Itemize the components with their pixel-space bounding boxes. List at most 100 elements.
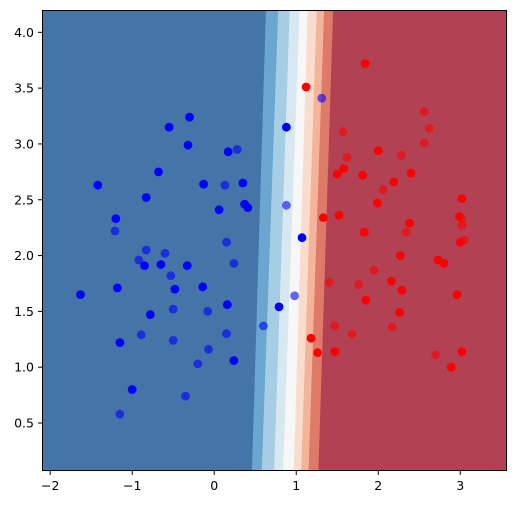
contour-band — [318, 10, 507, 471]
data-point — [238, 178, 248, 188]
data-point — [110, 226, 120, 236]
data-point — [361, 295, 371, 305]
y-tick-label: 1.0 — [14, 360, 34, 375]
data-point — [332, 169, 342, 179]
decision-boundary-background — [42, 10, 507, 471]
data-point — [317, 93, 327, 103]
data-point — [181, 391, 190, 401]
x-tick-label: −1 — [123, 478, 141, 493]
data-point — [460, 235, 469, 245]
data-points — [76, 59, 469, 419]
data-point — [457, 347, 467, 356]
y-tick-label: 1.5 — [14, 304, 34, 319]
data-point — [405, 218, 414, 228]
data-point — [452, 290, 462, 299]
data-point — [115, 409, 125, 419]
data-point — [204, 344, 213, 354]
x-tick-label: 3 — [456, 478, 464, 493]
data-point — [198, 282, 208, 292]
data-point — [387, 276, 396, 286]
data-point — [282, 122, 291, 132]
data-point — [166, 271, 176, 281]
data-point — [154, 167, 163, 177]
data-point — [113, 283, 122, 293]
x-tick-label: −2 — [41, 478, 59, 493]
data-point — [419, 107, 429, 116]
data-point — [369, 265, 379, 275]
data-point — [170, 284, 180, 294]
data-point — [324, 278, 334, 287]
data-point — [156, 260, 166, 269]
data-point — [111, 214, 121, 224]
data-point — [297, 233, 307, 243]
y-axis: 0.5 1.0 1.5 2.0 2.5 3.0 3.5 4.0 — [14, 25, 42, 431]
data-point — [214, 205, 224, 215]
data-point — [373, 146, 383, 156]
data-point — [183, 140, 193, 150]
data-point — [330, 321, 340, 331]
data-point — [347, 329, 357, 339]
data-point — [354, 280, 363, 289]
data-point — [127, 385, 137, 394]
data-point — [160, 248, 170, 258]
data-point — [439, 259, 449, 268]
data-point — [76, 290, 85, 299]
data-point — [397, 285, 407, 295]
data-point — [259, 321, 268, 331]
data-point — [401, 227, 411, 237]
data-point — [457, 214, 467, 224]
data-point — [339, 164, 349, 173]
data-point — [220, 180, 230, 190]
data-point — [378, 185, 388, 195]
data-point — [301, 82, 311, 92]
data-point — [134, 255, 144, 265]
data-point — [457, 194, 467, 204]
data-point — [141, 245, 151, 255]
data-point — [358, 170, 368, 180]
x-axis: −2 −1 0 1 2 3 — [41, 471, 464, 493]
x-tick-label: 2 — [374, 478, 382, 493]
data-point — [446, 362, 456, 372]
data-point — [373, 198, 382, 208]
data-point — [140, 261, 149, 270]
data-point — [222, 237, 231, 247]
plot-frame — [42, 10, 507, 471]
data-point — [424, 123, 434, 133]
data-point — [342, 152, 352, 162]
data-point — [431, 350, 441, 360]
data-point — [229, 356, 239, 365]
data-point — [387, 322, 397, 332]
data-point — [338, 127, 348, 137]
data-point — [232, 145, 242, 154]
data-point — [389, 177, 399, 187]
data-point — [282, 200, 291, 210]
data-point — [419, 138, 429, 148]
data-point — [168, 336, 178, 345]
x-tick-label: 1 — [292, 478, 300, 493]
y-tick-label: 4.0 — [14, 25, 34, 40]
data-point — [145, 310, 155, 320]
data-point — [93, 180, 103, 190]
data-point — [313, 348, 322, 358]
data-point — [193, 359, 203, 369]
data-point — [318, 213, 328, 223]
data-point — [141, 193, 151, 202]
data-point — [457, 221, 467, 230]
data-point — [182, 261, 192, 270]
data-point — [203, 307, 213, 316]
y-tick-label: 3.5 — [14, 81, 34, 96]
data-point — [115, 338, 125, 347]
data-point — [168, 304, 178, 314]
data-point — [306, 333, 316, 343]
data-point — [360, 59, 370, 68]
data-point — [359, 227, 369, 237]
data-point — [396, 150, 406, 160]
data-point — [136, 330, 146, 340]
data-point — [222, 300, 232, 310]
data-point — [229, 259, 239, 268]
data-point — [330, 347, 340, 356]
data-point — [290, 291, 299, 301]
data-point — [334, 211, 344, 220]
data-point — [406, 168, 416, 178]
